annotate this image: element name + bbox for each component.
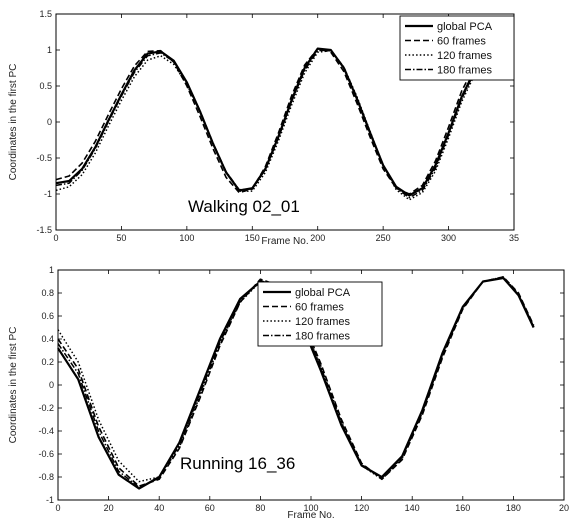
x-tick-label: 180 <box>506 503 521 513</box>
legend-label: 180 frames <box>437 65 493 77</box>
y-tick-label: 0.6 <box>41 311 54 321</box>
x-axis-label: Frame No. <box>261 236 308 247</box>
x-tick-label: 200 <box>310 233 325 243</box>
y-tick-label: 0 <box>47 117 52 127</box>
legend-label: global PCA <box>437 21 493 33</box>
y-axis-label: Coordinates in the first PC <box>8 64 19 181</box>
x-tick-label: 80 <box>255 503 265 513</box>
x-tick-label: 35 <box>509 233 519 243</box>
x-tick-label: 100 <box>179 233 194 243</box>
chart-annotation: Walking 02_01 <box>188 197 300 216</box>
y-tick-label: 1 <box>49 265 54 275</box>
y-tick-label: -0.2 <box>38 403 54 413</box>
chart-2: 0 20 40 60 80 100 120 140 160 180 20 -1 -0.8 -0.6 -0.4… <box>8 265 569 521</box>
x-tick-label: 120 <box>354 503 369 513</box>
series-line <box>55 47 502 197</box>
series-line <box>55 49 502 199</box>
x-tick-label: 0 <box>55 503 60 513</box>
y-tick-label: -1 <box>46 495 54 505</box>
y-tick-label: 0 <box>49 380 54 390</box>
x-tick-label: 20 <box>559 503 569 513</box>
y-tick-label: -0.4 <box>38 426 54 436</box>
y-tick-label: 1 <box>47 45 52 55</box>
legend-label: 120 frames <box>295 316 351 328</box>
y-tick-label: 0.8 <box>41 288 54 298</box>
x-tick-label: 60 <box>205 503 215 513</box>
series-line <box>55 49 502 201</box>
legend-label: 60 frames <box>295 302 344 314</box>
y-tick-label: -1 <box>44 189 52 199</box>
legend-label: global PCA <box>295 287 351 299</box>
y-tick-label: 0.5 <box>39 81 52 91</box>
x-tick-label: 50 <box>116 233 126 243</box>
x-tick-label: 40 <box>154 503 164 513</box>
y-tick-label: -0.5 <box>36 153 52 163</box>
x-tick-label: 100 <box>303 503 318 513</box>
y-tick-label: 0.4 <box>41 334 54 344</box>
chart-annotation: Running 16_36 <box>180 454 295 473</box>
legend-label: 180 frames <box>295 331 351 343</box>
chart-1: 0 50 100 150 200 250 300 35 -1.5 -1 -0.5 0 0.5 1 1.5 Fr… <box>8 9 519 247</box>
x-tick-label: 250 <box>376 233 391 243</box>
legend-label: 120 frames <box>437 50 493 62</box>
x-tick-label: 160 <box>455 503 470 513</box>
series-line <box>55 47 502 195</box>
y-tick-label: -0.6 <box>38 449 54 459</box>
x-axis-label: Frame No. <box>287 510 334 521</box>
x-tick-label: 300 <box>441 233 456 243</box>
y-tick-label: -0.8 <box>38 472 54 482</box>
x-tick-label: 140 <box>405 503 420 513</box>
y-axis-label: Coordinates in the first PC <box>8 327 19 444</box>
y-tick-label: 1.5 <box>39 9 52 19</box>
x-tick-label: 0 <box>53 233 58 243</box>
x-tick-label: 20 <box>104 503 114 513</box>
x-tick-label: 150 <box>245 233 260 243</box>
legend-label: 60 frames <box>437 36 486 48</box>
y-tick-label: -1.5 <box>36 225 52 235</box>
y-tick-label: 0.2 <box>41 357 54 367</box>
